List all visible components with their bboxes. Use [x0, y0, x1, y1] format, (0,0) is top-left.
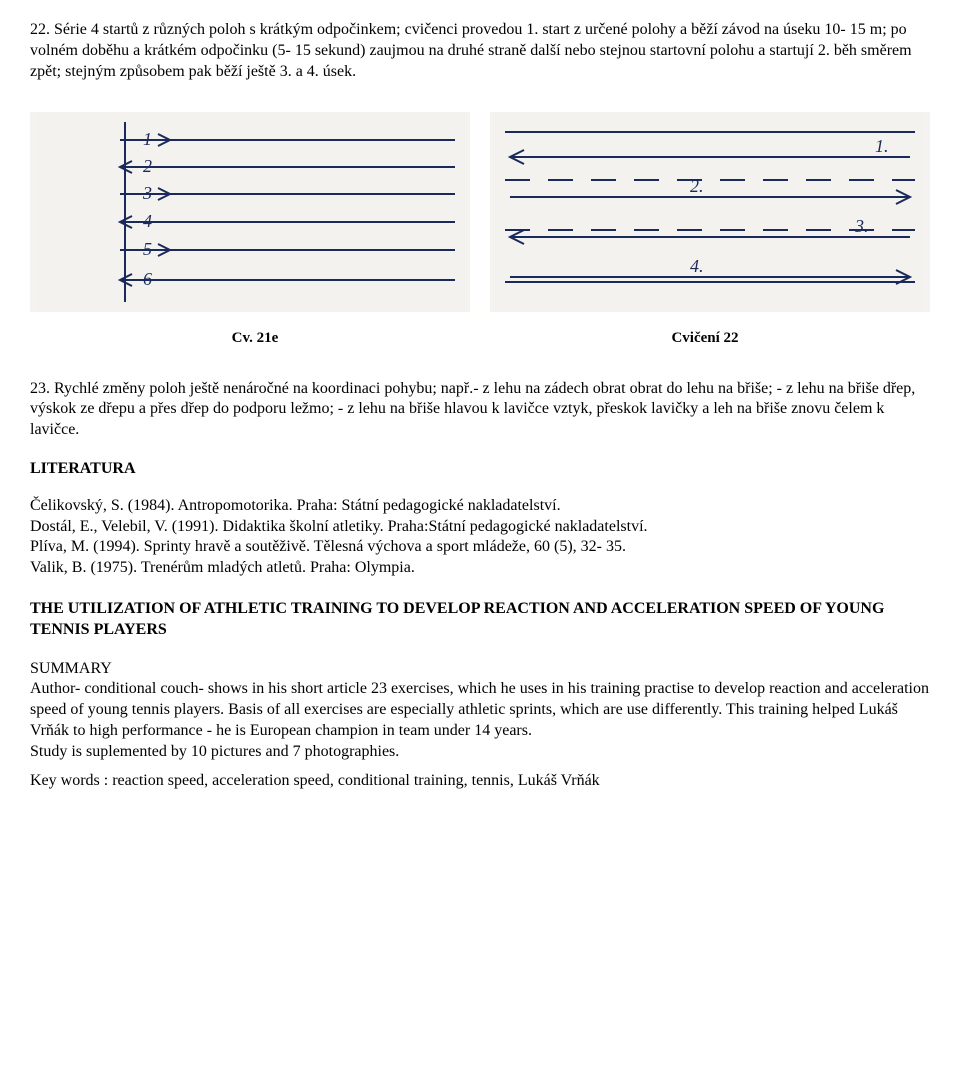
literature-line: Plíva, M. (1994). Sprinty hravě a soutěž… — [30, 537, 930, 558]
svg-text:4.: 4. — [690, 256, 704, 276]
caption-right: Cvičení 22 — [480, 329, 930, 349]
literature-line: Valik, B. (1975). Trenérům mladých atlet… — [30, 558, 930, 579]
summary-label: SUMMARY — [30, 660, 112, 677]
diagram-right-box: 1. 2. 3. 4. — [490, 112, 930, 319]
literature-line: Dostál, E., Velebil, V. (1991). Didaktik… — [30, 517, 930, 538]
summary-block: SUMMARY Author- conditional couch- shows… — [30, 659, 930, 763]
svg-text:2.: 2. — [690, 176, 704, 196]
caption-row: Cv. 21e Cvičení 22 — [30, 329, 930, 349]
summary-line2: Study is suplemented by 10 pictures and … — [30, 743, 399, 760]
literature-heading: LITERATURA — [30, 459, 930, 480]
caption-left: Cv. 21e — [30, 329, 480, 349]
diagram-cviceni22: 1. 2. 3. 4. — [490, 112, 930, 312]
keywords: Key words : reaction speed, acceleration… — [30, 771, 930, 792]
svg-text:1.: 1. — [875, 136, 889, 156]
summary-body: Author- conditional couch- shows in his … — [30, 680, 929, 739]
exercise-23: 23. Rychlé změny poloh ještě nenáročné n… — [30, 379, 930, 441]
literature-line: Čelikovský, S. (1984). Antropomotorika. … — [30, 496, 930, 517]
svg-text:3.: 3. — [854, 216, 869, 236]
diagram-cv21e: 123456 — [30, 112, 470, 312]
diagram-left-box: 123456 — [30, 112, 470, 319]
english-title: THE UTILIZATION OF ATHLETIC TRAINING TO … — [30, 599, 930, 641]
diagrams-row: 123456 1. 2. 3. 4. — [30, 112, 930, 319]
exercise-22: 22. Série 4 startů z různých poloh s krá… — [30, 20, 930, 82]
